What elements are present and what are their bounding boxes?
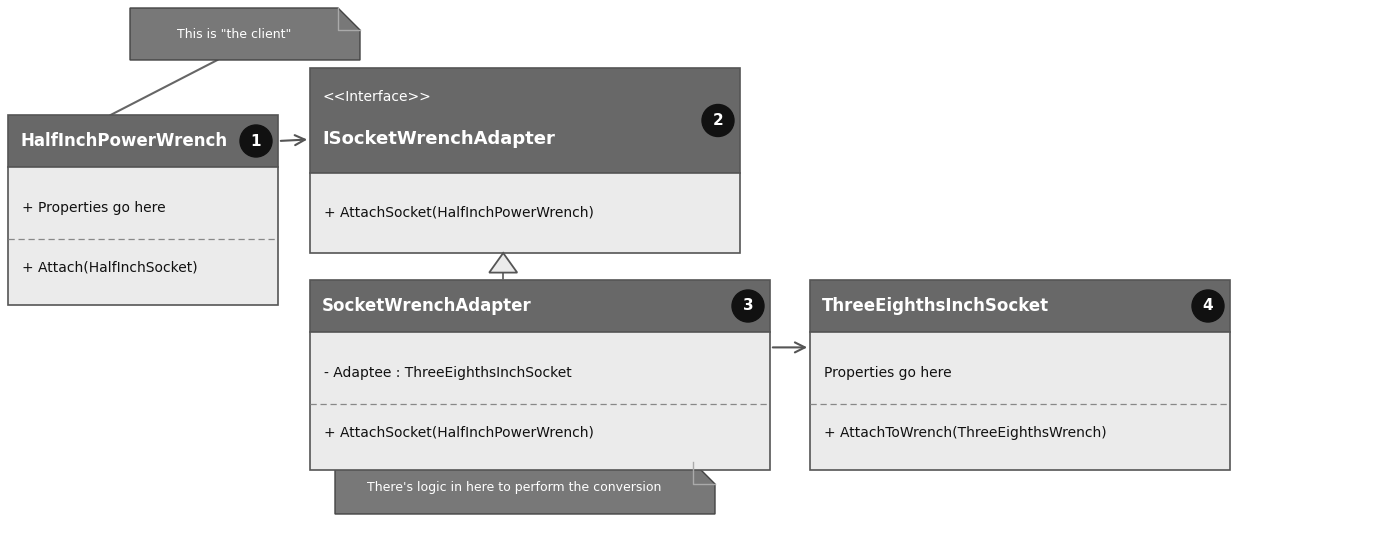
Text: There's logic in here to perform the conversion: There's logic in here to perform the con… [367, 482, 661, 494]
Bar [8, 115, 279, 167]
Text: SocketWrenchAdapter: SocketWrenchAdapter [323, 297, 532, 315]
Text: 1: 1 [251, 134, 261, 148]
Bar [310, 68, 741, 173]
Bar [809, 280, 1230, 332]
Circle shape [240, 125, 272, 157]
Text: + Properties go here: + Properties go here [22, 201, 165, 215]
Circle shape [732, 290, 764, 322]
Circle shape [702, 105, 734, 137]
Text: + AttachSocket(HalfInchPowerWrench): + AttachSocket(HalfInchPowerWrench) [324, 426, 594, 439]
Text: HalfInchPowerWrench: HalfInchPowerWrench [21, 132, 228, 150]
Text: This is "the client": This is "the client" [177, 27, 291, 41]
Polygon shape [130, 8, 360, 60]
Text: 2: 2 [713, 113, 724, 128]
Text: + AttachSocket(HalfInchPowerWrench): + AttachSocket(HalfInchPowerWrench) [324, 206, 594, 220]
Bar [310, 173, 741, 253]
Bar [310, 332, 769, 470]
Text: Properties go here: Properties go here [825, 366, 952, 380]
Text: ThreeEighthsInchSocket: ThreeEighthsInchSocket [822, 297, 1049, 315]
Text: + Attach(HalfInchSocket): + Attach(HalfInchSocket) [22, 261, 197, 274]
Polygon shape [335, 462, 714, 514]
Text: 4: 4 [1202, 299, 1214, 313]
Bar [310, 280, 769, 332]
Text: - Adaptee : ThreeEighthsInchSocket: - Adaptee : ThreeEighthsInchSocket [324, 366, 572, 380]
Text: + AttachToWrench(ThreeEighthsWrench): + AttachToWrench(ThreeEighthsWrench) [825, 426, 1106, 439]
Text: ISocketWrenchAdapter: ISocketWrenchAdapter [323, 130, 554, 148]
Bar [8, 167, 279, 305]
Bar [809, 332, 1230, 470]
Text: 3: 3 [743, 299, 753, 313]
Polygon shape [490, 253, 517, 272]
Text: <<Interface>>: <<Interface>> [323, 90, 430, 105]
Circle shape [1191, 290, 1225, 322]
